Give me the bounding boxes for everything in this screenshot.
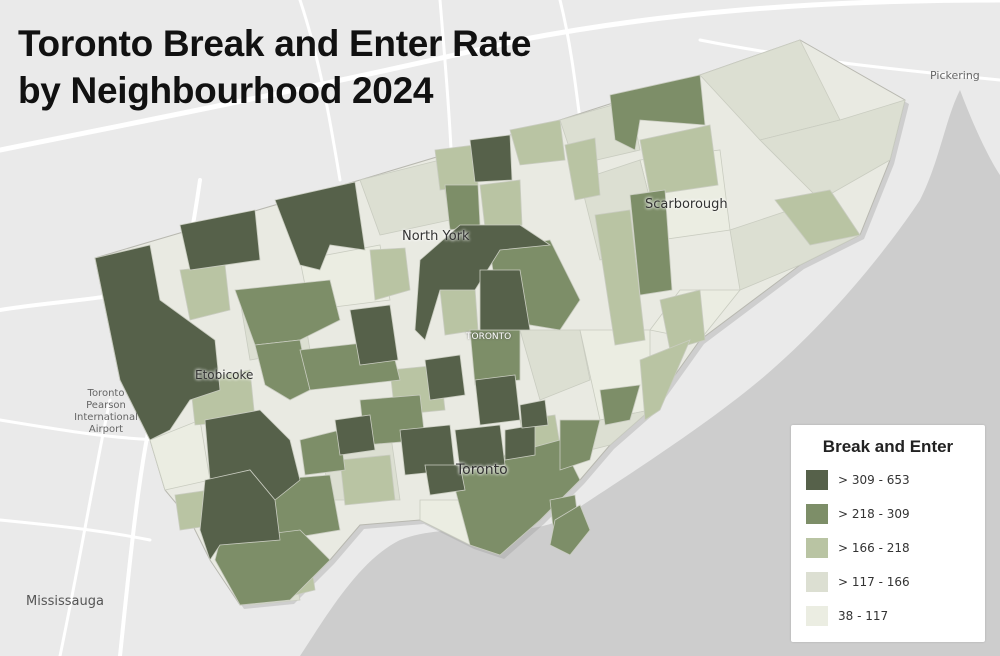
legend-label: > 117 - 166 <box>838 575 910 589</box>
neighbourhood-polygon <box>179 209 261 271</box>
place-label-mississauga: Mississauga <box>26 594 104 609</box>
neighbourhood-polygon <box>369 247 411 301</box>
neighbourhood-polygon <box>759 99 906 201</box>
legend-item: > 166 - 218 <box>806 538 976 560</box>
legend-label: 38 - 117 <box>838 609 889 623</box>
neighbourhood-polygon <box>424 354 466 401</box>
neighbourhood-polygon <box>94 244 221 441</box>
neighbourhood-polygon <box>274 181 366 271</box>
airport-line-1: Toronto <box>87 388 125 399</box>
place-label-toronto: Toronto <box>456 462 508 478</box>
legend-label: > 218 - 309 <box>838 507 910 521</box>
legend-title: Break and Enter <box>822 437 954 456</box>
legend: Break and Enter > 309 - 653 > 218 - 309 … <box>791 425 985 642</box>
neighbourhood-polygon <box>564 137 601 201</box>
neighbourhood-polygon <box>594 209 646 346</box>
legend-swatch <box>806 470 828 490</box>
map-title-line-2: by Neighbourhood 2024 <box>18 70 434 111</box>
neighbourhood-polygon <box>519 399 549 429</box>
neighbourhood-polygon <box>334 414 376 456</box>
neighbourhood-polygon <box>479 179 523 229</box>
place-label-pickering: Pickering <box>930 69 980 82</box>
neighbourhood-polygon <box>454 424 506 471</box>
neighbourhood-polygon <box>439 287 479 336</box>
map-title: Toronto Break and Enter Rate by Neighbou… <box>18 20 531 114</box>
legend-swatch <box>806 538 828 558</box>
airport-line-4: Airport <box>88 424 124 435</box>
place-label-scarborough: Scarborough <box>645 197 728 212</box>
neighbourhood-polygon <box>639 124 719 196</box>
neighbourhood-polygon <box>199 469 281 561</box>
airport-line-3: International <box>74 412 138 423</box>
place-label-airport: Toronto Pearson International Airport <box>72 388 140 436</box>
neighbourhood-polygon <box>629 189 673 296</box>
neighbourhoods <box>94 39 906 606</box>
neighbourhood-polygon <box>254 339 311 401</box>
neighbourhood-polygon <box>549 504 591 556</box>
neighbourhood-polygon <box>559 419 601 471</box>
legend-item: > 309 - 653 <box>806 470 976 492</box>
legend-swatch <box>806 504 828 524</box>
neighbourhood-polygon <box>609 74 706 151</box>
neighbourhood-polygon <box>639 339 691 421</box>
neighbourhood-polygon <box>469 134 513 183</box>
neighbourhood-polygon <box>349 304 399 366</box>
airport-line-2: Pearson <box>86 400 126 411</box>
place-label-etobicoke: Etobicoke <box>195 368 254 382</box>
legend-item: > 117 - 166 <box>806 572 976 594</box>
neighbourhood-polygon <box>299 429 346 476</box>
place-label-north-york: North York <box>402 229 470 244</box>
neighbourhood-polygon <box>444 184 481 231</box>
legend-label: > 166 - 218 <box>838 541 910 555</box>
neighbourhood-polygon <box>339 454 396 506</box>
neighbourhood-polygon <box>509 119 566 166</box>
neighbourhood-polygon <box>774 189 861 246</box>
legend-item: > 218 - 309 <box>806 504 976 526</box>
neighbourhood-polygon <box>234 279 341 346</box>
legend-swatch <box>806 572 828 592</box>
neighbourhood-polygon <box>479 269 531 331</box>
neighbourhood-polygon <box>659 289 706 351</box>
neighbourhood-polygon <box>504 424 536 461</box>
map-title-line-1: Toronto Break and Enter Rate <box>18 23 532 64</box>
legend-item: 38 - 117 <box>806 606 976 628</box>
neighbourhood-polygon <box>599 384 641 426</box>
legend-label: > 309 - 653 <box>838 473 910 487</box>
neighbourhood-polygon <box>214 529 331 606</box>
place-label-toronto-caps: TORONTO <box>466 332 512 342</box>
neighbourhood-polygon <box>474 374 521 426</box>
legend-swatch <box>806 606 828 626</box>
neighbourhood-polygon <box>424 464 466 496</box>
